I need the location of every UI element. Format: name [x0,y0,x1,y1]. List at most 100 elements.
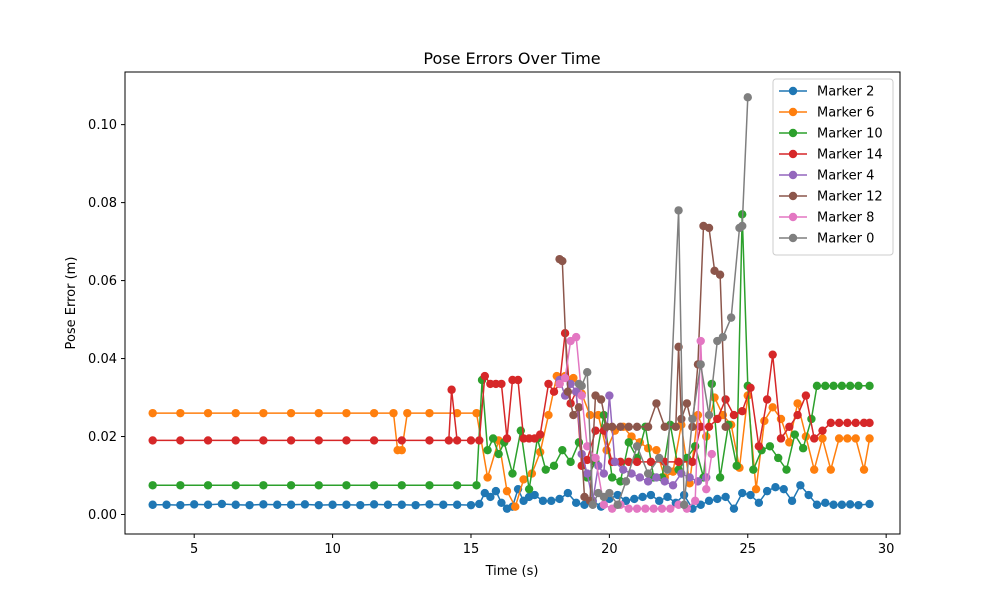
data-point-marker-2 [738,488,747,498]
plot-area [148,93,874,513]
data-point-marker-2 [383,500,393,509]
data-point-marker-2 [245,500,254,510]
data-point-marker-2 [837,500,847,509]
series-line-marker-12 [559,224,727,503]
data-point-marker-14 [809,434,819,443]
data-point-marker-14 [738,406,747,416]
data-point-marker-14 [826,418,836,428]
data-point-marker-14 [203,436,213,445]
data-point-marker-10 [508,469,517,478]
series-marker-14 [148,329,874,470]
legend-marker-marker-2 [788,86,798,96]
data-point-marker-2 [829,500,838,509]
data-point-marker-8 [649,504,658,513]
legend-label-marker-4: Marker 4 [817,169,874,184]
data-point-marker-12 [563,387,573,396]
data-point-marker-14 [231,436,240,445]
data-point-marker-6 [148,408,157,418]
data-point-marker-2 [486,492,495,502]
data-point-marker-4 [668,481,678,490]
data-point-marker-10 [715,473,725,482]
data-point-marker-10 [524,484,534,494]
data-point-marker-4 [643,477,653,486]
x-tick-label: 5 [190,542,198,557]
data-point-marker-2 [328,500,337,509]
data-point-marker-10 [452,481,462,490]
data-point-marker-6 [585,410,595,420]
data-point-marker-6 [851,434,860,443]
data-point-marker-6 [389,408,398,418]
data-point-marker-10 [203,481,213,490]
data-point-marker-8 [707,449,716,459]
legend-label-marker-2: Marker 2 [817,85,874,100]
legend-label-marker-10: Marker 10 [817,127,883,142]
data-point-marker-12 [616,422,625,431]
data-point-marker-2 [259,500,268,509]
data-point-marker-10 [488,434,498,443]
data-point-marker-12 [688,422,697,431]
data-point-marker-6 [751,484,761,494]
data-point-marker-2 [538,496,548,506]
x-tick-label: 15 [463,542,480,557]
data-point-marker-0 [583,368,592,377]
data-point-marker-14 [632,457,642,467]
data-point-marker-2 [854,500,863,510]
data-point-marker-8 [666,504,675,513]
data-point-marker-14 [549,387,559,396]
data-point-marker-12 [607,422,617,431]
legend: Marker 2 Marker 6 Marker 10 Marker 14 Marker… [772,78,894,256]
data-point-marker-2 [721,492,730,502]
data-point-marker-0 [718,332,728,342]
data-point-marker-14 [286,436,296,445]
data-point-marker-6 [483,473,492,482]
data-point-marker-14 [480,371,490,381]
data-point-marker-10 [749,465,758,474]
data-point-marker-14 [768,350,777,359]
data-point-marker-14 [369,436,379,445]
data-point-marker-12 [558,256,567,266]
data-point-marker-12 [652,399,661,408]
data-point-marker-12 [660,422,669,431]
data-point-marker-14 [397,436,406,445]
data-point-marker-10 [732,461,741,470]
data-point-marker-10 [342,481,351,490]
data-point-marker-14 [818,426,827,435]
data-point-marker-10 [425,481,434,490]
data-point-marker-14 [425,436,434,445]
legend-label-marker-6: Marker 6 [817,106,874,121]
data-point-marker-6 [259,408,268,418]
data-point-marker-10 [790,430,800,439]
y-tick-label: 0.02 [88,430,117,445]
legend-label-marker-8: Marker 8 [817,211,874,226]
data-point-marker-0 [704,410,714,420]
data-point-marker-4 [594,461,603,470]
data-point-marker-10 [782,465,791,474]
data-point-marker-14 [754,442,764,451]
data-point-marker-6 [809,465,819,474]
data-point-marker-0 [621,477,631,486]
data-point-marker-14 [447,385,456,394]
data-point-marker-2 [630,494,639,504]
data-point-marker-14 [696,422,705,431]
data-point-marker-6 [818,434,827,443]
data-point-marker-6 [397,445,406,455]
data-point-marker-14 [776,434,786,443]
x-axis: 5 10 15 20 25 30 [190,534,894,557]
data-point-marker-10 [566,457,575,467]
data-point-marker-10 [314,481,323,490]
data-point-marker-8 [690,496,700,506]
data-point-marker-4 [610,457,620,467]
data-point-marker-14 [444,436,454,445]
data-point-marker-14 [475,436,484,445]
data-point-marker-6 [286,408,296,418]
data-point-marker-6 [511,502,520,511]
data-point-marker-6 [785,438,794,447]
data-point-marker-6 [544,410,553,420]
data-point-marker-2 [411,500,420,510]
series-marker-12 [555,221,730,506]
data-point-marker-2 [300,500,310,509]
data-point-marker-8 [571,332,581,342]
legend-marker-marker-8 [788,212,798,222]
data-point-marker-14 [834,418,844,428]
data-point-marker-12 [704,223,714,233]
